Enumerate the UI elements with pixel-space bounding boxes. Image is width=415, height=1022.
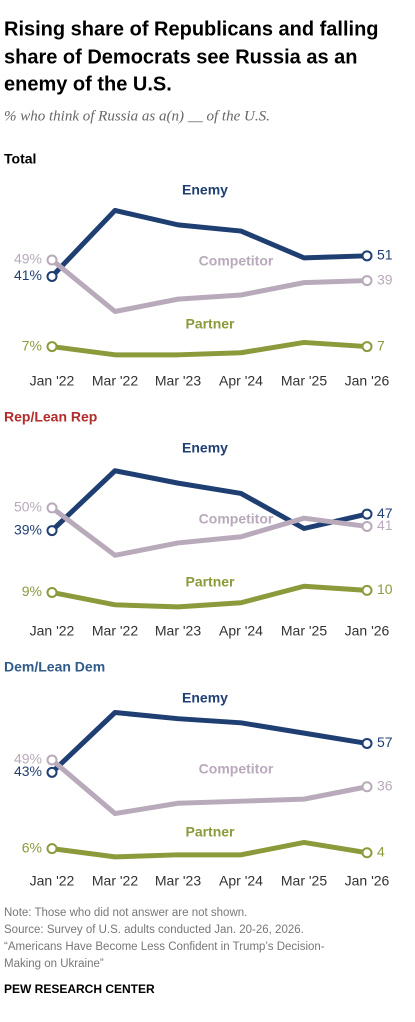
x-tick-label: Mar '23 — [155, 873, 201, 889]
end-marker — [361, 847, 373, 859]
end-marker — [361, 341, 373, 353]
value-label: 49% — [14, 251, 42, 267]
series-label: Enemy — [182, 182, 228, 198]
end-marker — [46, 843, 58, 855]
value-label: 39 — [377, 271, 393, 287]
series-label: Competitor — [199, 761, 274, 777]
series-label: Partner — [185, 574, 235, 590]
series-label: Partner — [185, 316, 235, 332]
series-line — [51, 839, 368, 860]
series-line — [50, 207, 368, 279]
note: Source: Survey of U.S. adults conducted … — [4, 924, 304, 936]
value-label: 6% — [22, 839, 42, 855]
series-line — [51, 339, 368, 358]
series-label: Partner — [185, 824, 235, 840]
series-label: Competitor — [199, 253, 274, 269]
value-label: 49% — [14, 751, 42, 767]
end-marker — [46, 754, 58, 766]
title-line: share of Democrats see Russia as an — [4, 46, 358, 68]
value-label: 43% — [14, 763, 42, 779]
subtitle: % who think of Russia as a(n) __ of the … — [4, 108, 270, 124]
end-marker — [361, 584, 373, 596]
x-tick-label: Jan '22 — [30, 623, 75, 639]
end-marker — [46, 502, 58, 514]
series-line — [50, 505, 368, 558]
x-tick-label: Jan '26 — [345, 623, 390, 639]
series-line — [51, 583, 368, 610]
end-marker — [46, 254, 58, 266]
x-tick-label: Apr '24 — [219, 873, 263, 889]
value-label: 9% — [22, 583, 42, 599]
x-tick-label: Jan '22 — [30, 873, 75, 889]
series-line — [50, 710, 368, 775]
value-label: 50% — [14, 499, 42, 515]
series-line — [50, 258, 368, 314]
end-marker — [361, 275, 373, 287]
end-marker — [361, 520, 373, 532]
x-tick-label: Mar '22 — [92, 873, 138, 889]
value-label: 47 — [377, 505, 393, 521]
value-label: 41 — [377, 517, 393, 533]
x-tick-label: Jan '26 — [345, 873, 390, 889]
x-tick-label: Mar '25 — [281, 623, 327, 639]
value-label: 39% — [14, 521, 42, 537]
note: “Americans Have Become Less Confident in… — [4, 941, 325, 953]
value-label: 4 — [377, 843, 385, 859]
value-label: 51 — [377, 247, 393, 263]
value-label: 7 — [377, 337, 385, 353]
series-label: Enemy — [182, 690, 228, 706]
series-line — [50, 758, 368, 817]
end-marker — [46, 341, 58, 353]
note: Making on Ukraine” — [4, 958, 104, 970]
series-line — [50, 468, 368, 533]
panel-title: Total — [4, 151, 36, 167]
value-label: 41% — [14, 267, 42, 283]
value-label: 57 — [377, 734, 393, 750]
end-marker — [361, 781, 373, 793]
x-tick-label: Apr '24 — [219, 623, 263, 639]
x-tick-label: Mar '22 — [92, 623, 138, 639]
credit: PEW RESEARCH CENTER — [4, 982, 155, 996]
value-label: 10 — [377, 581, 393, 597]
x-tick-label: Mar '23 — [155, 623, 201, 639]
x-tick-label: Jan '22 — [30, 373, 75, 389]
value-label: 36 — [377, 777, 393, 793]
title-line: enemy of the U.S. — [4, 73, 172, 95]
end-marker — [361, 737, 373, 749]
end-marker — [46, 766, 58, 778]
title-line: Rising share of Republicans and falling — [4, 18, 379, 40]
x-tick-label: Apr '24 — [219, 373, 263, 389]
end-marker — [46, 525, 58, 537]
series-label: Competitor — [199, 511, 274, 527]
x-tick-label: Mar '23 — [155, 373, 201, 389]
x-tick-label: Mar '25 — [281, 373, 327, 389]
note: Note: Those who did not answer are not s… — [4, 907, 247, 919]
end-marker — [361, 508, 373, 520]
end-marker — [46, 586, 58, 598]
panel-title: Rep/Lean Rep — [4, 409, 97, 425]
value-label: 7% — [22, 337, 42, 353]
x-tick-label: Mar '22 — [92, 373, 138, 389]
end-marker — [361, 250, 373, 262]
x-tick-label: Jan '26 — [345, 373, 390, 389]
series-label: Enemy — [182, 440, 228, 456]
x-tick-label: Mar '25 — [281, 873, 327, 889]
end-marker — [46, 270, 58, 282]
panel-title: Dem/Lean Dem — [4, 659, 105, 675]
